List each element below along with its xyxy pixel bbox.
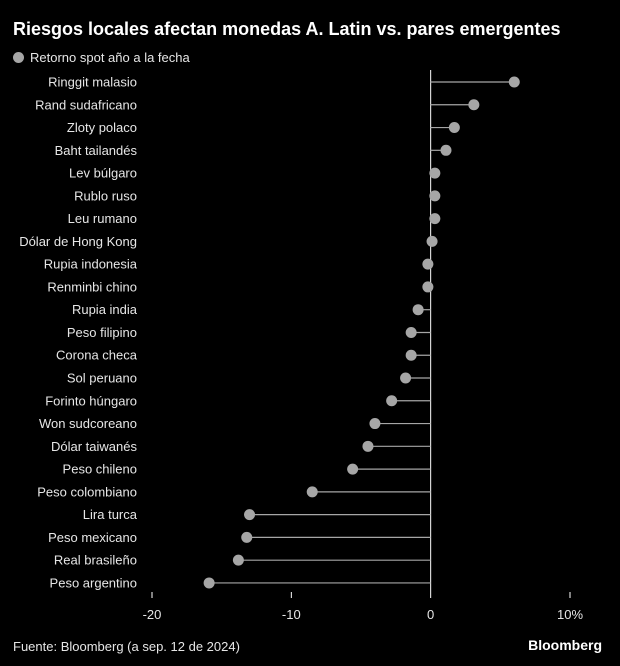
category-label: Forinto húngaro — [45, 393, 137, 408]
lollipop-point — [405, 326, 417, 338]
category-label: Rupia india — [72, 302, 138, 317]
category-label: Zloty polaco — [67, 120, 137, 135]
lollipop-point — [440, 144, 452, 156]
lollipop-point — [386, 395, 398, 407]
lollipop-point — [426, 235, 438, 247]
category-label: Corona checa — [56, 348, 138, 363]
category-label: Real brasileño — [54, 553, 137, 568]
lollipop-point — [448, 122, 460, 134]
category-label: Ringgit malasio — [48, 75, 137, 90]
legend: Retorno spot año a la fecha — [13, 50, 190, 65]
category-label: Won sudcoreano — [39, 416, 137, 431]
category-label: Baht tailandés — [55, 143, 138, 158]
lollipop-point — [306, 486, 318, 498]
lollipop-point — [422, 258, 434, 270]
lollipop-point — [232, 554, 244, 566]
category-label: Renminbi chino — [47, 279, 137, 294]
category-label: Lev búlgaro — [69, 166, 137, 181]
category-label: Lira turca — [83, 507, 138, 522]
category-label: Rublo ruso — [74, 188, 137, 203]
lollipop-point — [468, 99, 480, 111]
x-tick-label: -20 — [143, 607, 162, 622]
legend-marker-icon — [13, 52, 24, 63]
lollipop-point — [429, 190, 441, 202]
brand-logo: Bloomberg — [528, 637, 602, 653]
chart-title: Riesgos locales afectan monedas A. Latin… — [13, 19, 561, 39]
lollipop-point — [203, 577, 215, 589]
lollipop-point — [429, 213, 441, 225]
lollipop-point — [347, 463, 359, 475]
x-tick-label: -10 — [282, 607, 301, 622]
category-label: Peso chileno — [63, 462, 137, 477]
category-label: Leu rumano — [68, 211, 137, 226]
category-label: Peso colombiano — [37, 484, 137, 499]
category-label: Rand sudafricano — [35, 97, 137, 112]
lollipop-point — [244, 509, 256, 521]
category-label: Peso argentino — [50, 575, 137, 590]
category-label: Dólar de Hong Kong — [19, 234, 137, 249]
lollipop-point — [400, 372, 412, 384]
lollipop-point — [369, 418, 381, 430]
category-label: Sol peruano — [67, 371, 137, 386]
lollipop-point — [405, 349, 417, 361]
lollipop-point — [362, 440, 374, 452]
x-tick-label: 10% — [557, 607, 583, 622]
category-label: Rupia indonesia — [44, 257, 138, 272]
lollipop-point — [241, 531, 253, 543]
category-label: Peso mexicano — [48, 530, 137, 545]
x-tick-label: 0 — [427, 607, 434, 622]
lollipop-point — [412, 304, 424, 316]
legend-label: Retorno spot año a la fecha — [30, 50, 190, 65]
category-label: Peso filipino — [67, 325, 137, 340]
lollipop-point — [422, 281, 434, 293]
lollipop-point — [508, 76, 520, 88]
lollipop-point — [429, 167, 441, 179]
source-note: Fuente: Bloomberg (a sep. 12 de 2024) — [13, 639, 240, 654]
category-label: Dólar taiwanés — [51, 439, 137, 454]
